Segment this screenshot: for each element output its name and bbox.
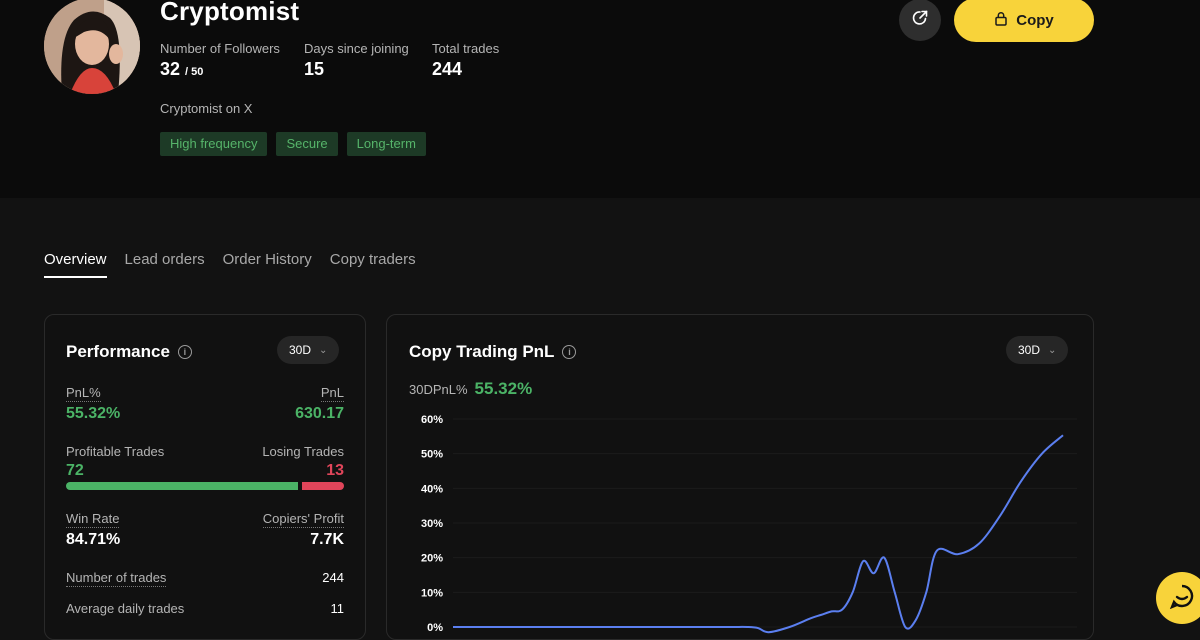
performance-card: Performance i 30D ⌄ PnL% 55.32% PnL 630.… bbox=[44, 314, 366, 640]
lock-icon bbox=[994, 11, 1008, 30]
losing-trades-value: 13 bbox=[326, 462, 344, 479]
pnl-summary-value: 55.32% bbox=[474, 379, 533, 398]
copiers-profit-value: 7.7K bbox=[310, 531, 344, 548]
pnl-line-chart: 60% 50% 40% 30% 20% 10% 0% bbox=[421, 414, 1077, 634]
win-loss-ratio-bar bbox=[66, 482, 344, 490]
tab-copy-traders[interactable]: Copy traders bbox=[329, 251, 416, 268]
pnl-period-select[interactable]: 30D ⌄ bbox=[1006, 336, 1069, 364]
trader-name: Cryptomist bbox=[160, 0, 300, 26]
y-tick-label: 40% bbox=[421, 483, 443, 495]
y-tick-label: 20% bbox=[421, 553, 443, 565]
y-tick-label: 60% bbox=[421, 414, 443, 426]
pnl-card-title: Copy Trading PnL i bbox=[409, 342, 577, 362]
followers-max: / 50 bbox=[185, 66, 204, 78]
tag-high-frequency: High frequency bbox=[160, 132, 268, 156]
info-icon[interactable]: i bbox=[177, 345, 192, 359]
share-button[interactable] bbox=[899, 0, 941, 41]
trader-tags: High frequency Secure Long-term bbox=[160, 132, 426, 156]
total-trades-value: 244 bbox=[432, 59, 463, 79]
y-tick-label: 50% bbox=[421, 449, 443, 461]
support-chat-button[interactable] bbox=[1156, 572, 1200, 624]
total-trades-label: Total trades bbox=[432, 41, 500, 56]
chevron-down-icon: ⌄ bbox=[319, 344, 328, 356]
copy-trading-pnl-card: Copy Trading PnL i 30D ⌄ 30DPnL% 55.32% … bbox=[386, 314, 1094, 640]
chevron-down-icon: ⌄ bbox=[1048, 344, 1057, 356]
days-joined-stat: Days since joining 15 bbox=[304, 41, 409, 80]
period-value: 30D bbox=[1018, 343, 1041, 357]
performance-title: Performance i bbox=[66, 342, 192, 362]
followers-value: 32 / 50 bbox=[160, 59, 204, 79]
pnl-summary-label: 30DPnL% bbox=[409, 382, 468, 397]
pnl-pct-value: 55.32% bbox=[66, 405, 121, 422]
pnl-summary: 30DPnL% 55.32% bbox=[409, 379, 532, 399]
info-icon[interactable]: i bbox=[562, 345, 577, 359]
copy-button[interactable]: Copy bbox=[954, 0, 1094, 42]
number-of-trades-label: Number of trades bbox=[66, 570, 167, 587]
y-tick-label: 30% bbox=[421, 518, 443, 530]
days-joined-value: 15 bbox=[304, 59, 325, 79]
tab-overview[interactable]: Overview bbox=[44, 251, 107, 278]
profitable-trades-label: Profitable Trades bbox=[66, 444, 165, 459]
pnl-label: PnL bbox=[320, 385, 344, 402]
pnl-value: 630.17 bbox=[295, 405, 344, 422]
number-of-trades-value: 244 bbox=[322, 570, 344, 585]
win-rate-label: Win Rate bbox=[66, 511, 120, 528]
copy-button-label: Copy bbox=[1016, 11, 1054, 29]
copiers-profit-label: Copiers' Profit bbox=[262, 511, 344, 528]
profitable-ratio-segment bbox=[66, 482, 298, 490]
win-rate-value: 84.71% bbox=[66, 531, 121, 548]
followers-stat: Number of Followers 32 / 50 bbox=[160, 41, 280, 80]
followers-label: Number of Followers bbox=[160, 41, 280, 56]
pnl-series-line bbox=[452, 434, 1064, 634]
share-icon bbox=[911, 9, 929, 32]
average-daily-trades-value: 11 bbox=[330, 601, 345, 616]
average-daily-trades-label: Average daily trades bbox=[66, 601, 185, 616]
chat-icon bbox=[1169, 583, 1195, 614]
total-trades-stat: Total trades 244 bbox=[432, 41, 499, 80]
tab-lead-orders[interactable]: Lead orders bbox=[124, 251, 205, 268]
trader-avatar bbox=[44, 0, 140, 94]
performance-period-select[interactable]: 30D ⌄ bbox=[277, 336, 340, 364]
trader-header: Cryptomist Number of Followers 32 / 50 D… bbox=[0, 0, 1200, 198]
trader-bio: Cryptomist on X bbox=[160, 101, 253, 116]
tag-secure: Secure bbox=[276, 132, 338, 156]
days-joined-label: Days since joining bbox=[304, 41, 409, 56]
tab-order-history[interactable]: Order History bbox=[222, 251, 312, 268]
losing-trades-label: Losing Trades bbox=[262, 444, 344, 459]
tag-long-term: Long-term bbox=[346, 132, 426, 156]
pnl-pct-label: PnL% bbox=[66, 385, 101, 402]
profitable-trades-value: 72 bbox=[66, 462, 84, 479]
period-value: 30D bbox=[289, 343, 312, 357]
y-tick-label: 0% bbox=[427, 622, 443, 634]
profile-tabs: Overview Lead orders Order History Copy … bbox=[44, 251, 434, 278]
losing-ratio-segment bbox=[302, 482, 344, 490]
y-tick-label: 10% bbox=[421, 587, 443, 599]
